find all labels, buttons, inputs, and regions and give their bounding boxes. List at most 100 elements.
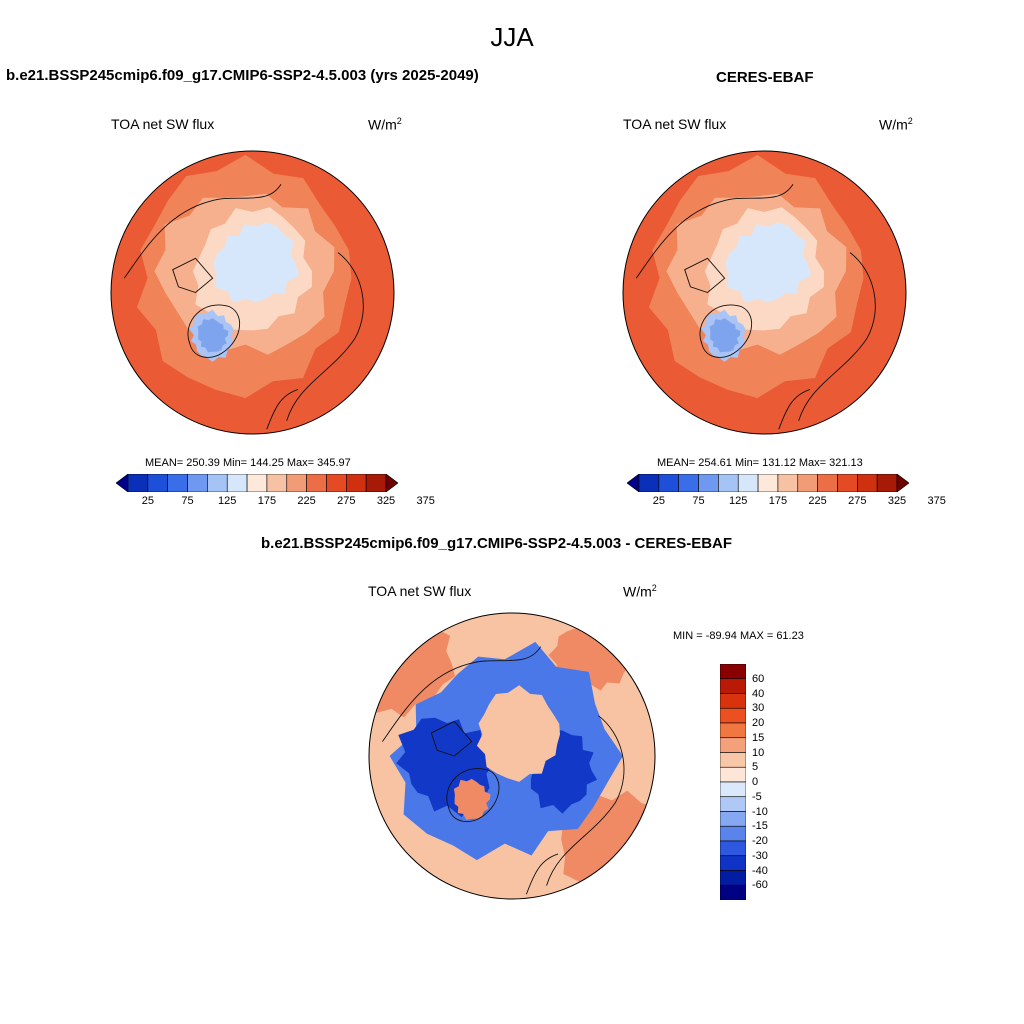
colorbar-box [246,474,268,492]
panel-3-polar-map [368,612,656,900]
scandinavia-coastline [266,388,299,430]
map-field [623,151,906,434]
colorbar-box [720,870,746,886]
colorbar-box [147,474,168,492]
colorbar-box [187,474,208,492]
colorbar-tick-label: 275 [337,495,356,507]
panel-3-stats: MIN = -89.94 MAX = 61.23 [673,630,804,642]
colorbar-box [837,474,858,492]
colorbar-box [127,474,149,492]
greenland-field [709,318,741,353]
colorbar-tick-label: 125 [218,495,237,507]
colorbar-box [720,855,746,871]
colorbar-tick-label: 275 [848,495,867,507]
panel-2-title: CERES-EBAF [716,69,814,86]
colorbar-box [226,474,248,492]
colorbar-box [896,474,909,492]
panel-1-stats: MEAN= 250.39 Min= 144.25 Max= 345.97 [145,457,351,469]
panel-1-polar-map [110,150,395,435]
archipelago-coastline [684,257,726,294]
map-boundary [622,150,907,435]
panel-1-colorbar-labels: 25 75 125 175 225 275 325 375 [116,495,435,509]
colorbar-box [365,474,387,492]
colorbar-tick-label: 0 [752,776,759,788]
eurasia-coastline [286,252,364,421]
map-boundary [110,150,395,435]
map-field [111,151,394,434]
panel-1-title: b.e21.BSSP245cmip6.f09_g17.CMIP6-SSP2-4.… [6,67,479,84]
colorbar-tick-label: 225 [297,495,316,507]
colorbar-tick-label: -40 [752,864,768,877]
colorbar-box [167,474,188,492]
greenland-coastline [446,768,500,823]
colorbar-tick-label: 60 [752,672,765,685]
colorbar-tick-label: 25 [652,495,665,507]
colorbar-box [718,474,739,492]
colorbar-box [857,474,878,492]
colorbar-box [720,678,746,694]
panel-3-colorbar-labels: 60 40 30 20 15 10 5 0 -5 -10 -15 -20 -30 -40 -60 [752,664,792,900]
map-field [369,613,655,899]
colorbar-tick-label: 40 [752,687,765,700]
greenland-field [197,318,229,353]
colorbar-tick-label: 15 [752,731,765,744]
panel-3-title: b.e21.BSSP245cmip6.f09_g17.CMIP6-SSP2-4.… [261,535,733,552]
colorbar-box [720,707,746,724]
sea-ice-region [725,222,811,303]
colorbar-box [876,474,898,492]
panel-2-units: W/m2 [879,116,913,133]
panel-3-units: W/m2 [623,583,657,600]
colorbar-tick-label: 325 [887,495,907,507]
colorbar-tick-label: 175 [768,495,788,507]
colorbar-box [678,474,699,492]
colorbar-tick-label: 30 [752,702,765,715]
colorbar-box [720,781,746,798]
panel-3-colorbar [720,664,746,900]
colorbar-box [720,825,746,842]
colorbar-tick-label: 10 [752,746,765,759]
colorbar-box [817,474,838,492]
panel-1-variable-label: TOA net SW flux [111,116,215,132]
panel-2-variable-label: TOA net SW flux [623,116,727,132]
page-title: JJA [490,22,534,52]
north-america-coastline [123,183,282,279]
panel-2-colorbar [627,474,909,492]
greenland-coastline [699,304,752,358]
panel-1-units: W/m2 [368,116,402,133]
colorbar-tick-label: 375 [416,495,435,507]
colorbar-box [720,664,746,680]
colorbar-box [326,474,347,492]
colorbar-tick-label: -30 [752,849,768,862]
colorbar-box [116,474,129,492]
scandinavia-coastline [778,388,811,430]
colorbar-tick-label: -10 [752,805,768,818]
colorbar-tick-label: -5 [752,790,762,803]
colorbar-box [638,474,660,492]
panel-2-colorbar-labels: 25 75 125 175 225 275 325 375 [627,495,946,509]
archipelago-coastline [172,257,214,294]
colorbar-box [720,840,746,857]
colorbar-box [698,474,719,492]
panel-2-stats: MEAN= 254.61 Min= 131.12 Max= 321.13 [657,457,863,469]
arctic-ocean-field [476,685,560,782]
colorbar-box [757,474,779,492]
colorbar-box [720,811,746,827]
colorbar-box [207,474,228,492]
colorbar-tick-label: 75 [181,495,194,507]
colorbar-box [720,796,746,812]
colorbar-tick-label: -60 [752,879,768,892]
eurasia-coastline [546,715,625,886]
colorbar-tick-label: -15 [752,820,768,833]
greenland-coastline [187,304,240,358]
colorbar-box [627,474,640,492]
colorbar-tick-label: 20 [752,717,765,729]
colorbar-box [797,474,818,492]
map-boundary [368,612,656,900]
colorbar-tick-label: 75 [692,495,705,507]
scandinavia-coastline [525,853,559,895]
colorbar-box [720,752,746,768]
colorbar-box [720,693,746,709]
colorbar-box [737,474,759,492]
colorbar-box [658,474,679,492]
north-america-coastline [382,646,542,742]
